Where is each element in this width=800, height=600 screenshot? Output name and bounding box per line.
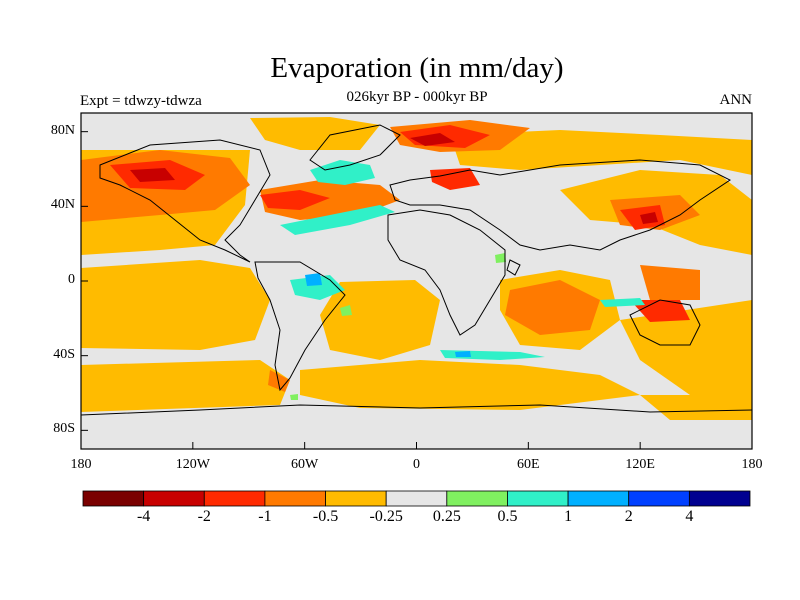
evaporation-increase-green — [290, 253, 506, 400]
x-tick-label: 60E — [517, 457, 540, 472]
colorbar-swatch — [264, 490, 326, 507]
season-label: ANN — [719, 92, 753, 108]
map-field — [81, 113, 752, 449]
colorbar-swatch — [143, 490, 205, 507]
y-tick-label: 0 — [68, 272, 75, 287]
colorbar-swatch — [628, 490, 690, 507]
x-tick-label: 120W — [175, 457, 210, 472]
axis-ticks — [80, 131, 753, 449]
colorbar-swatch — [203, 490, 266, 507]
colorbar-swatch — [507, 490, 569, 507]
x-tick-label: 0 — [413, 457, 420, 472]
colorbar-swatch — [446, 490, 508, 507]
colorbar-label: 0.5 — [497, 508, 518, 525]
evaporation-decrease-very-strong — [130, 133, 658, 224]
evaporation-increase-blue — [305, 273, 471, 357]
map-subtitle: 026kyr BP - 000kyr BP — [346, 89, 488, 105]
x-tick-label: 180 — [741, 457, 763, 472]
x-tick-label: 180 — [70, 457, 92, 472]
colorbar-label: 2 — [624, 508, 633, 525]
colorbar-label: 0.25 — [432, 508, 461, 525]
colorbar-label: -4 — [136, 508, 151, 525]
colorbar-swatch — [325, 490, 387, 507]
y-tick-label: 80S — [53, 421, 75, 437]
coastlines — [81, 124, 752, 416]
colorbar-swatch — [385, 490, 448, 507]
experiment-label: Expt = tdwzy-tdwza — [80, 93, 202, 109]
colorbar-label: -0.25 — [369, 508, 403, 525]
colorbar-label: -1 — [258, 508, 272, 525]
y-tick-label: 40S — [53, 346, 75, 362]
y-tick-label: 40N — [50, 197, 75, 213]
colorbar-swatch — [567, 490, 630, 507]
colorbar-swatch — [82, 490, 145, 507]
colorbar-swatch — [688, 490, 751, 507]
colorbar-label: 4 — [685, 508, 694, 525]
colorbar — [82, 490, 751, 507]
x-tick-label: 60W — [291, 457, 319, 472]
colorbar-label: -0.5 — [312, 508, 339, 525]
colorbar-label: 1 — [564, 508, 573, 525]
evaporation-decrease-strong — [110, 125, 690, 322]
x-tick-label: 120E — [625, 457, 655, 472]
colorbar-label: -2 — [197, 508, 211, 525]
map-title: Evaporation (in mm/day) — [270, 52, 564, 84]
y-tick-label: 80N — [50, 122, 75, 138]
